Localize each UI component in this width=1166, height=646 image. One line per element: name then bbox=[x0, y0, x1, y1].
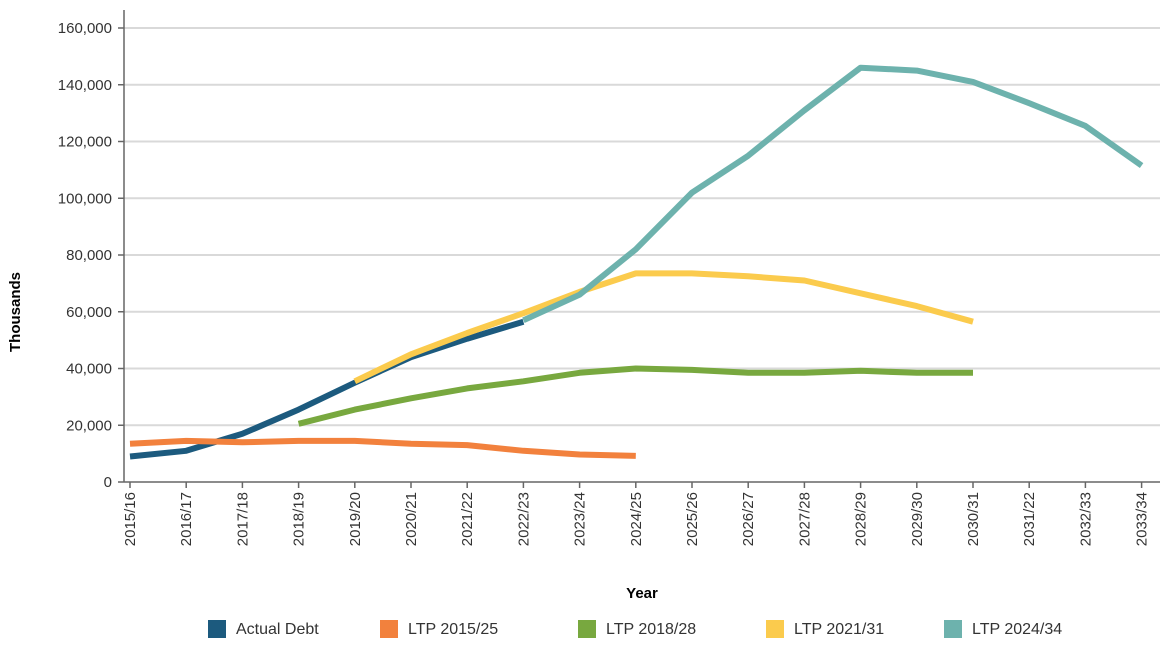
x-tick-label: 2025/26 bbox=[684, 492, 701, 546]
y-tick-label: 160,000 bbox=[58, 20, 112, 37]
gridlines bbox=[124, 27, 1160, 427]
x-tick-label: 2017/18 bbox=[234, 492, 251, 546]
x-tick-label: 2026/27 bbox=[740, 492, 757, 546]
series-line bbox=[297, 365, 973, 427]
x-axis: 2015/16 2016/17 2017/18 2018/19 2019/20 2020/… bbox=[122, 481, 1160, 546]
series-line bbox=[522, 64, 1144, 324]
legend-item: Actual Debt bbox=[208, 620, 319, 638]
x-tick-label: 2020/21 bbox=[403, 492, 420, 546]
y-tick-label: 140,000 bbox=[58, 77, 112, 94]
x-tick-label: 2033/34 bbox=[1134, 492, 1151, 546]
legend-label: LTP 2024/34 bbox=[972, 621, 1062, 638]
x-tick-label: 2029/30 bbox=[909, 492, 926, 546]
y-tick-label: 40,000 bbox=[66, 361, 112, 378]
legend-swatch bbox=[944, 620, 962, 638]
legend-item: LTP 2018/28 bbox=[578, 620, 696, 638]
legend-label: LTP 2021/31 bbox=[794, 621, 884, 638]
y-tick-label: 0 bbox=[104, 474, 112, 491]
x-tick-label: 2023/24 bbox=[572, 492, 589, 546]
x-tick-label: 2027/28 bbox=[796, 492, 813, 546]
x-axis-title: Year bbox=[626, 585, 658, 602]
legend-item: LTP 2021/31 bbox=[766, 620, 884, 638]
x-tick-label: 2016/17 bbox=[178, 492, 195, 546]
y-tick-label: 80,000 bbox=[66, 247, 112, 264]
series-line bbox=[129, 437, 636, 459]
legend-item: LTP 2015/25 bbox=[380, 620, 498, 638]
y-axis-title: Thousands bbox=[7, 272, 24, 352]
x-tick-label: 2021/22 bbox=[459, 492, 476, 546]
y-tick-label: 60,000 bbox=[66, 304, 112, 321]
legend-label: Actual Debt bbox=[236, 621, 319, 638]
x-tick-label: 2030/31 bbox=[965, 492, 982, 546]
legend-swatch bbox=[380, 620, 398, 638]
x-tick-label: 2018/19 bbox=[291, 492, 308, 546]
y-tick-label: 20,000 bbox=[66, 417, 112, 434]
x-tick-label: 2031/22 bbox=[1021, 492, 1038, 546]
series-line bbox=[129, 318, 525, 460]
legend-swatch bbox=[578, 620, 596, 638]
series-lines bbox=[129, 64, 1144, 460]
legend-swatch bbox=[208, 620, 226, 638]
y-tick-label: 120,000 bbox=[58, 134, 112, 151]
x-tick-label: 2032/33 bbox=[1077, 492, 1094, 546]
legend-item: LTP 2024/34 bbox=[944, 620, 1062, 638]
x-tick-label: 2022/23 bbox=[515, 492, 532, 546]
x-tick-label: 2019/20 bbox=[347, 492, 364, 546]
legend-label: LTP 2015/25 bbox=[408, 621, 498, 638]
legend: Actual Debt LTP 2015/25 LTP 2018/28 LTP 202… bbox=[208, 620, 1062, 638]
legend-label: LTP 2018/28 bbox=[606, 621, 696, 638]
x-tick-label: 2028/29 bbox=[853, 492, 870, 546]
legend-swatch bbox=[766, 620, 784, 638]
x-tick-label: 2015/16 bbox=[122, 492, 139, 546]
series-line bbox=[353, 270, 974, 385]
y-axis: 0 20,000 40,000 60,000 80,000 100,000 120,000 1… bbox=[58, 10, 125, 491]
x-tick-label: 2024/25 bbox=[628, 492, 645, 546]
y-tick-label: 100,000 bbox=[58, 190, 112, 207]
